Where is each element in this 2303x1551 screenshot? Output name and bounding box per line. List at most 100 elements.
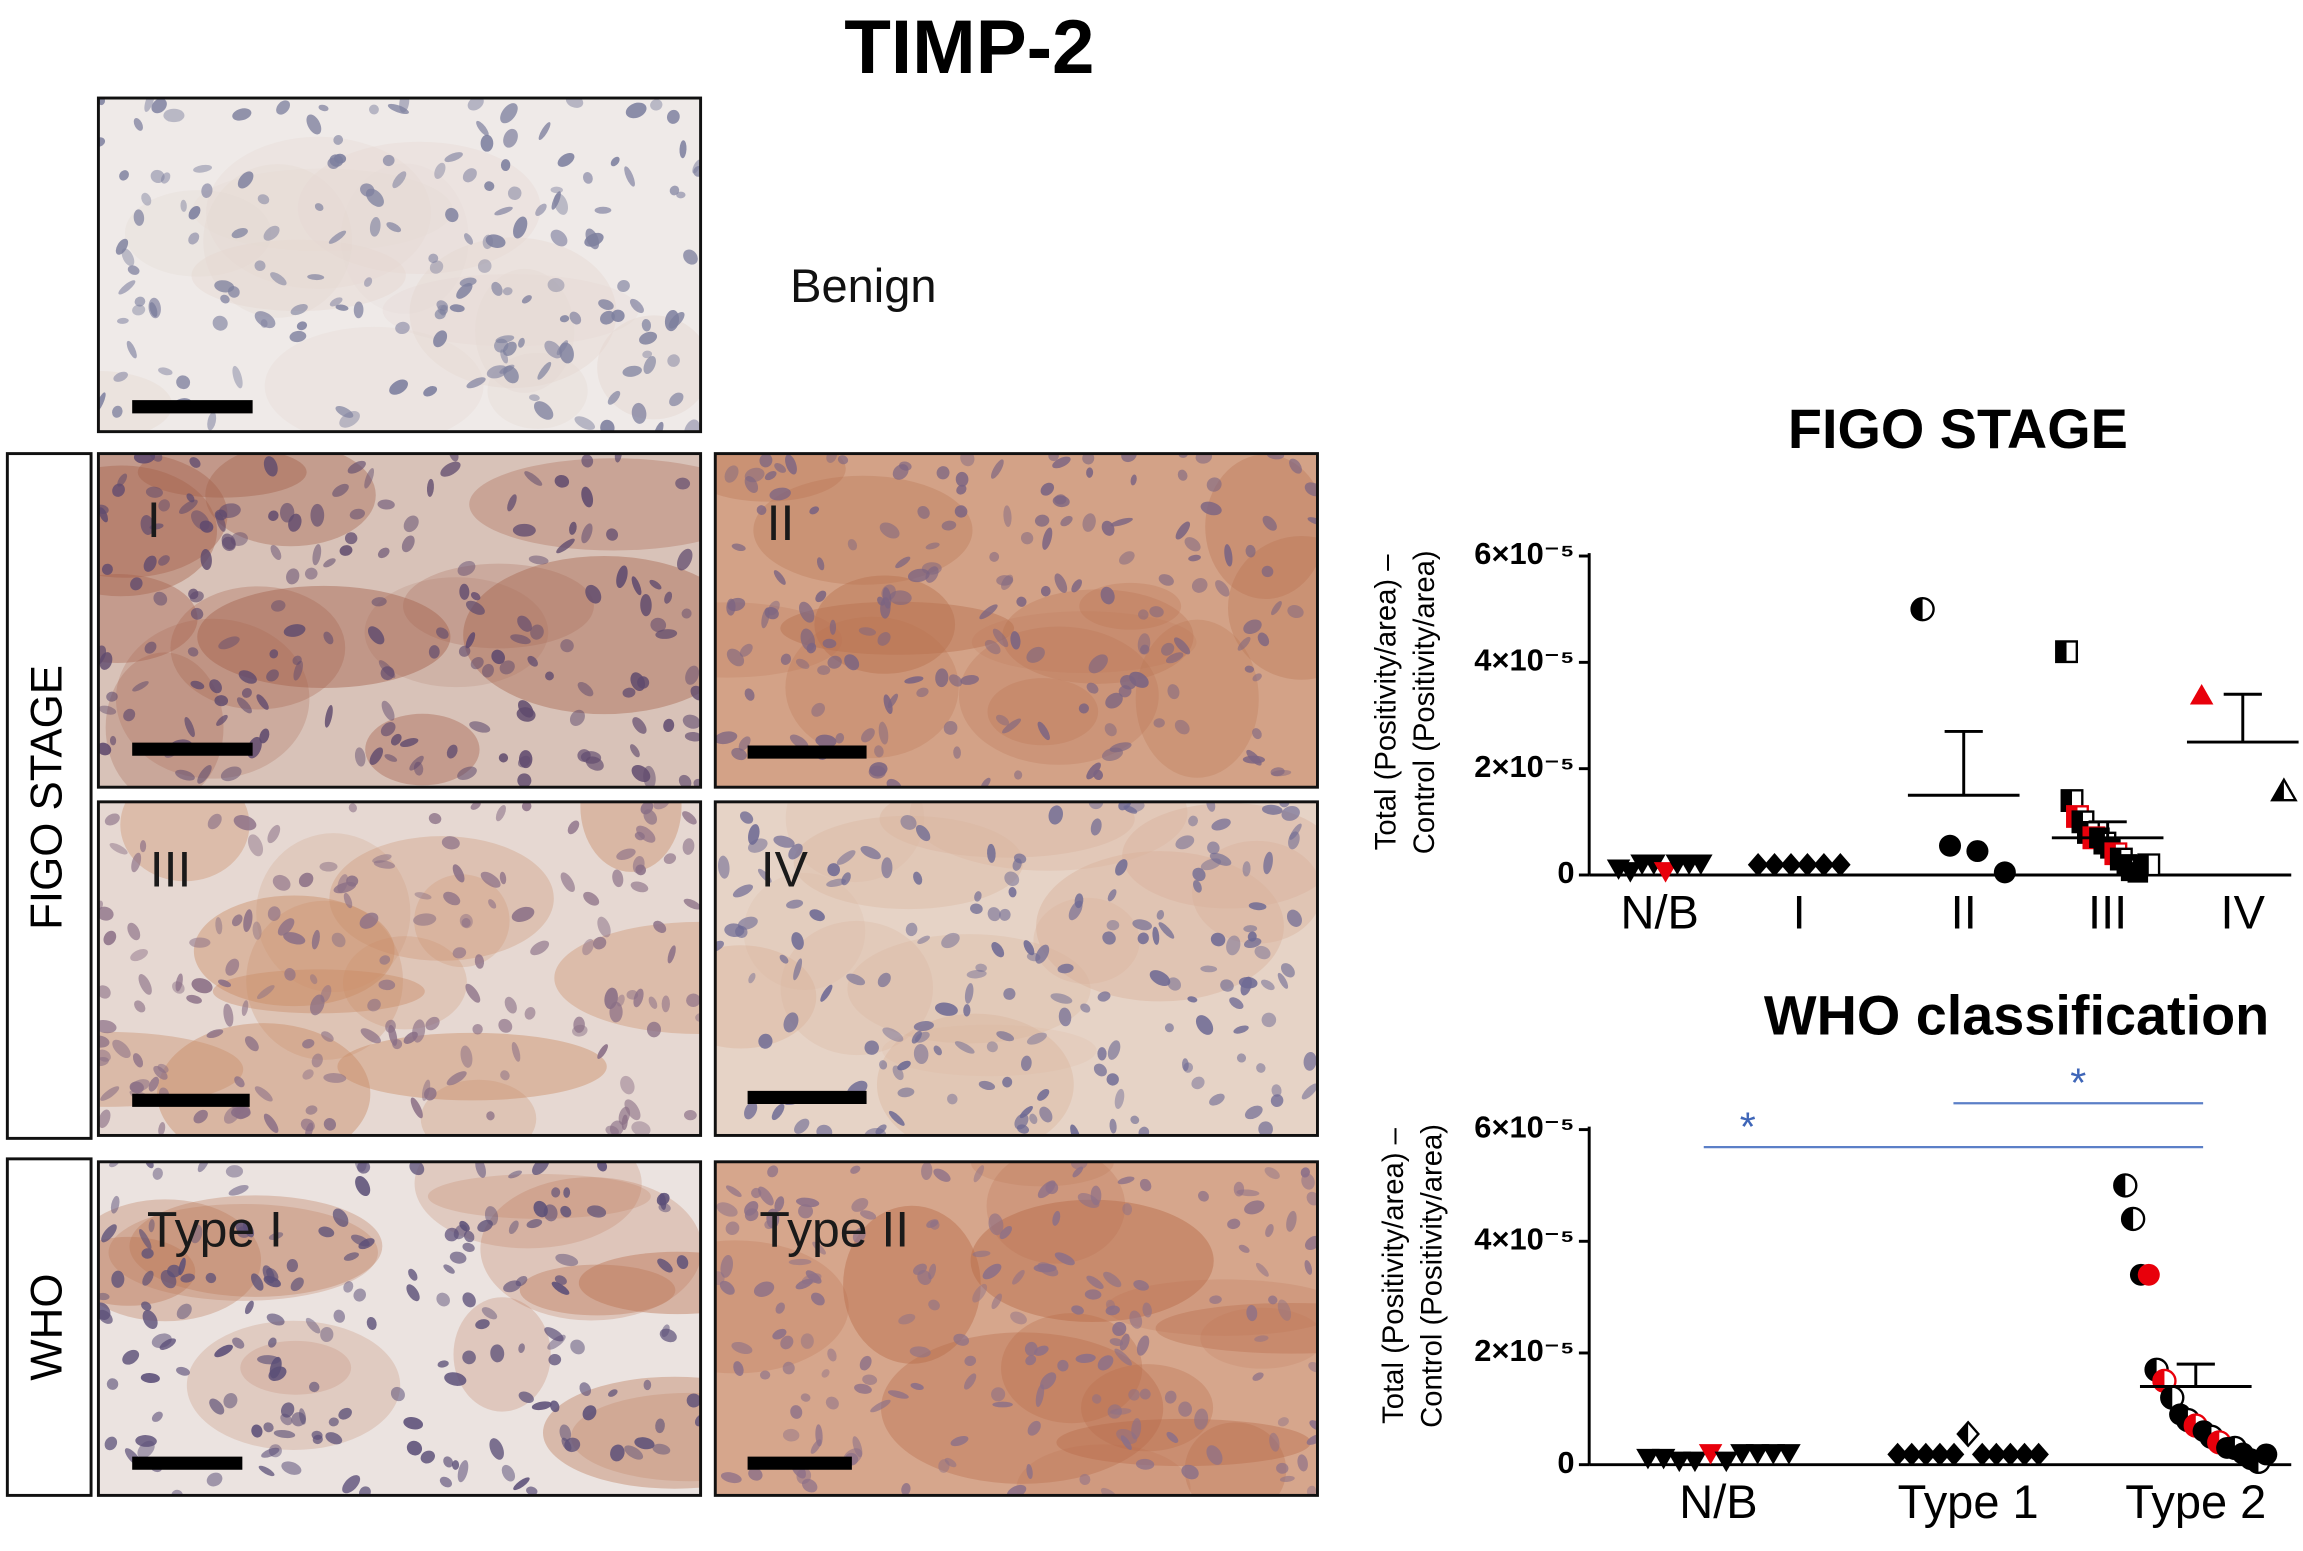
nucleus xyxy=(433,330,448,348)
nucleus xyxy=(392,171,407,189)
micrograph: IV xyxy=(713,800,1319,1137)
nucleus xyxy=(535,203,547,216)
nucleus xyxy=(622,687,636,698)
nucleus xyxy=(581,486,594,508)
nucleus xyxy=(428,813,442,825)
nucleus xyxy=(565,98,584,108)
nucleus xyxy=(353,1288,366,1302)
nucleus xyxy=(1260,979,1275,991)
nucleus xyxy=(290,1277,304,1292)
nucleus xyxy=(137,1440,155,1459)
nucleus xyxy=(926,1219,939,1228)
marker-body xyxy=(2189,684,2214,705)
nucleus xyxy=(382,154,395,167)
nucleus xyxy=(337,874,349,893)
nucleus xyxy=(1215,580,1230,597)
nucleus xyxy=(470,801,481,810)
nucleus xyxy=(878,721,889,745)
nucleus xyxy=(309,1381,320,1393)
nucleus xyxy=(986,1041,998,1053)
nucleus xyxy=(498,753,509,763)
nucleus xyxy=(820,984,833,1002)
nucleus xyxy=(658,1203,671,1213)
nucleus xyxy=(142,1309,158,1329)
nucleus xyxy=(1158,922,1175,939)
nucleus xyxy=(1188,554,1201,562)
nucleus xyxy=(158,1122,166,1136)
nucleus xyxy=(1027,1420,1041,1436)
nucleus xyxy=(1107,889,1117,902)
y-tick-label: 6×10⁻⁵ xyxy=(1474,536,1574,571)
nucleus xyxy=(1178,1401,1192,1417)
nucleus xyxy=(764,471,777,481)
nucleus xyxy=(148,1219,155,1233)
nucleus xyxy=(311,929,320,950)
nucleus xyxy=(1034,1345,1049,1356)
micrograph-frame xyxy=(96,96,703,434)
nucleus xyxy=(914,1031,930,1043)
nucleus xyxy=(277,918,295,936)
nucleus xyxy=(257,1355,281,1365)
nucleus xyxy=(355,1175,371,1197)
nucleus xyxy=(232,1337,245,1349)
nucleus xyxy=(987,843,996,863)
nucleus xyxy=(1020,531,1034,545)
marker-body xyxy=(1929,1442,1951,1467)
data-point xyxy=(2137,1263,2160,1286)
nucleus xyxy=(593,936,607,950)
nucleus xyxy=(551,1281,570,1295)
nucleus xyxy=(1240,976,1252,996)
nucleus xyxy=(252,921,262,940)
nucleus xyxy=(1115,859,1128,876)
nucleus xyxy=(1177,469,1188,481)
nucleus xyxy=(938,1459,950,1473)
nucleus xyxy=(772,1328,787,1340)
nucleus xyxy=(263,456,278,477)
nucleus xyxy=(98,1309,113,1324)
nucleus xyxy=(659,1328,677,1343)
panel-label: Type I xyxy=(147,1202,283,1258)
data-point xyxy=(1642,854,1666,875)
data-point xyxy=(2014,1442,2035,1467)
nucleus xyxy=(858,627,876,636)
nucleus xyxy=(900,814,917,830)
nucleus xyxy=(332,483,349,497)
nucleus xyxy=(669,392,684,407)
nucleus xyxy=(1233,1025,1249,1034)
nucleus xyxy=(343,1281,354,1293)
nucleus xyxy=(641,318,652,332)
nucleus xyxy=(518,337,525,348)
nucleus xyxy=(1262,515,1277,531)
nucleus xyxy=(667,945,676,964)
stain-patch xyxy=(1106,1279,1318,1336)
nucleus xyxy=(585,584,602,604)
nucleus xyxy=(1226,935,1241,956)
nucleus xyxy=(1080,1003,1091,1013)
nucleus xyxy=(372,854,392,864)
data-point xyxy=(1956,1420,1980,1448)
nucleus xyxy=(1071,579,1082,593)
nucleus xyxy=(364,468,375,489)
nucleus xyxy=(810,1439,822,1454)
nucleus xyxy=(551,191,561,210)
nucleus xyxy=(366,1316,377,1330)
nucleus xyxy=(1042,527,1053,550)
stain-patch xyxy=(105,652,224,788)
nucleus xyxy=(1014,1113,1029,1130)
y-tick-label: 4×10⁻⁵ xyxy=(1474,643,1574,678)
nucleus xyxy=(1167,684,1180,700)
nucleus xyxy=(481,663,494,678)
marker-body xyxy=(2137,1263,2160,1286)
nucleus xyxy=(683,898,701,910)
nucleus xyxy=(434,309,446,320)
nucleus xyxy=(732,884,753,898)
nucleus xyxy=(474,954,485,969)
nucleus xyxy=(879,1060,888,1070)
stain-patch xyxy=(879,801,1135,858)
nucleus xyxy=(1248,902,1267,911)
nucleus xyxy=(1252,673,1262,682)
nucleus xyxy=(844,654,860,671)
nucleus xyxy=(188,588,199,600)
nucleus xyxy=(852,1227,866,1243)
nucleus xyxy=(810,1292,825,1306)
